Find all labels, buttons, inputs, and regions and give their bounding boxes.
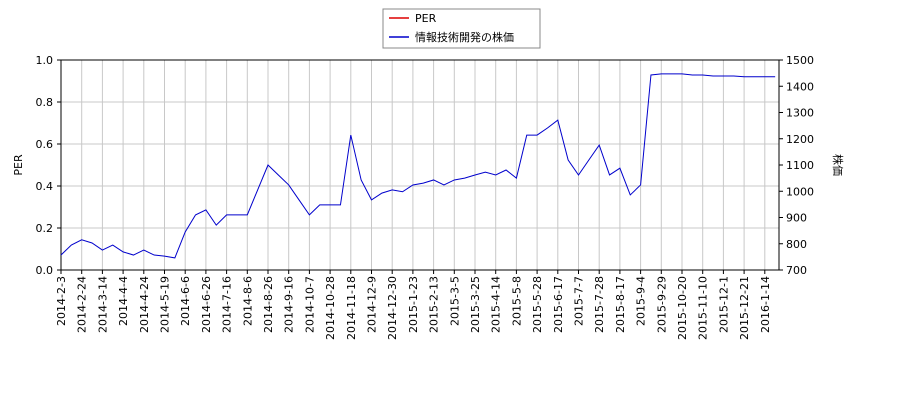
price-line [60,73,776,259]
y2-tick-label: 1400 [786,80,814,93]
x-tick-label: 2014-12-9 [366,276,379,333]
x-tick-label: 2015-7-7 [573,276,586,326]
x-tick-label: 2015-9-29 [655,276,668,333]
x-tick-label: 2015-3-25 [469,276,482,333]
x-tick-label: 2014-4-24 [138,276,151,333]
plot-area [61,60,779,270]
x-tick-label: 2015-6-17 [552,276,565,333]
x-tick-label: 2015-5-8 [510,276,523,326]
legend-label: 情報技術開発の株価 [415,30,514,44]
x-tick-label: 2015-4-14 [490,276,503,333]
x-tick-label: 2014-2-24 [76,276,89,333]
x-tick-label: 2015-8-17 [614,276,627,333]
x-tick-label: 2014-8-6 [241,276,254,326]
x-tick-label: 2015-2-13 [428,276,441,333]
legend: PER 情報技術開発の株価 [382,8,541,49]
x-tick-label: 2014-7-16 [221,276,234,333]
x-tick-label: 2015-5-28 [531,276,544,333]
y-tick-label: 0.4 [36,180,54,193]
x-tick-label: 2014-8-26 [262,276,275,333]
y2-tick-label: 1500 [786,54,814,67]
x-tick-label: 2015-10-20 [676,276,689,340]
y2-tick-label: 1300 [786,107,814,120]
y2-tick-label: 1100 [786,159,814,172]
y-axis-label: PER [12,154,25,176]
x-tick-label: 2015-12-21 [738,276,751,340]
legend-box [382,8,541,49]
x-tick-label: 2014-3-14 [96,276,109,333]
x-tick-label: 2014-5-19 [159,276,172,333]
x-tick-label: 2015-3-5 [448,276,461,326]
x-tick-label: 2014-9-16 [283,276,296,333]
y2-axis-label: 株価 [831,154,845,176]
y2-tick-label: 800 [786,238,807,251]
y-tick-label: 1.0 [36,54,54,67]
y-tick-label: 0.0 [36,264,54,277]
y-tick-label: 0.6 [36,138,54,151]
x-tick-label: 2014-6-26 [200,276,213,333]
x-tick-label: 2015-1-23 [407,276,420,333]
x-tick-label: 2014-10-28 [324,276,337,340]
x-tick-label: 2015-12-1 [717,276,730,333]
x-tick-label: 2015-11-10 [697,276,710,340]
y-tick-label: 0.2 [36,222,54,235]
x-tick-label: 2015-7-28 [593,276,606,333]
x-tick-label: 2016-1-14 [759,276,772,333]
y-tick-label: 0.8 [36,96,54,109]
x-tick-label: 2014-12-30 [386,276,399,340]
y2-tick-label: 900 [786,212,807,225]
legend-label: PER [415,12,437,25]
x-tick-label: 2014-4-4 [117,276,130,326]
y2-tick-label: 700 [786,264,807,277]
x-tick-label: 2014-2-3 [55,276,68,326]
y2-tick-label: 1200 [786,133,814,146]
x-tick-label: 2014-10-7 [303,276,316,333]
x-tick-label: 2015-9-4 [635,276,648,326]
x-tick-label: 2014-6-6 [179,276,192,326]
plot-frame [60,59,780,271]
x-tick-label: 2014-11-18 [345,276,358,340]
y2-tick-label: 1000 [786,185,814,198]
